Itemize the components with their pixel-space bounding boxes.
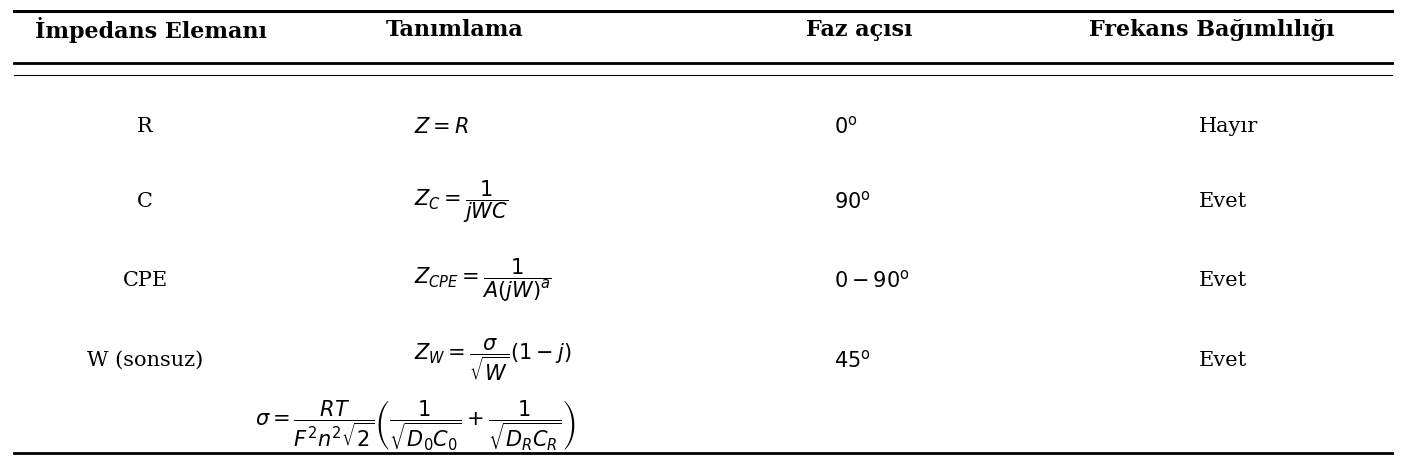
Text: Evet: Evet <box>1199 351 1247 370</box>
Text: R: R <box>136 117 153 136</box>
Text: Faz açısı: Faz açısı <box>806 18 912 41</box>
Text: $0^{\mathrm{o}}$: $0^{\mathrm{o}}$ <box>834 116 858 138</box>
Text: İmpedans Elemanı: İmpedans Elemanı <box>35 17 267 43</box>
Text: Tanımlama: Tanımlama <box>387 18 524 41</box>
Text: CPE: CPE <box>122 271 167 290</box>
Text: Evet: Evet <box>1199 271 1247 290</box>
Text: $\sigma = \dfrac{RT}{F^2 n^2 \sqrt{2}}\left(\dfrac{1}{\sqrt{D_0 C_0}}+\dfrac{1}{: $\sigma = \dfrac{RT}{F^2 n^2 \sqrt{2}}\l… <box>256 398 576 453</box>
Text: $Z = R$: $Z = R$ <box>413 117 468 137</box>
Text: C: C <box>136 192 153 211</box>
Text: Frekans Bağımlılığı: Frekans Bağımlılığı <box>1088 18 1334 41</box>
Text: $0 - 90^{\mathrm{o}}$: $0 - 90^{\mathrm{o}}$ <box>834 270 910 292</box>
Text: Evet: Evet <box>1199 192 1247 211</box>
Text: $Z_C = \dfrac{1}{jWC}$: $Z_C = \dfrac{1}{jWC}$ <box>413 178 508 225</box>
Text: Hayır: Hayır <box>1199 117 1258 136</box>
Text: $45^{\mathrm{o}}$: $45^{\mathrm{o}}$ <box>834 349 870 371</box>
Text: $Z_W = \dfrac{\sigma}{\sqrt{W}}(1 - j)$: $Z_W = \dfrac{\sigma}{\sqrt{W}}(1 - j)$ <box>413 337 571 383</box>
Text: W (sonsuz): W (sonsuz) <box>87 351 202 370</box>
Text: $90^{\mathrm{o}}$: $90^{\mathrm{o}}$ <box>834 190 870 213</box>
Text: $Z_{CPE} = \dfrac{1}{A(jW)^{a}}$: $Z_{CPE} = \dfrac{1}{A(jW)^{a}}$ <box>413 257 551 304</box>
